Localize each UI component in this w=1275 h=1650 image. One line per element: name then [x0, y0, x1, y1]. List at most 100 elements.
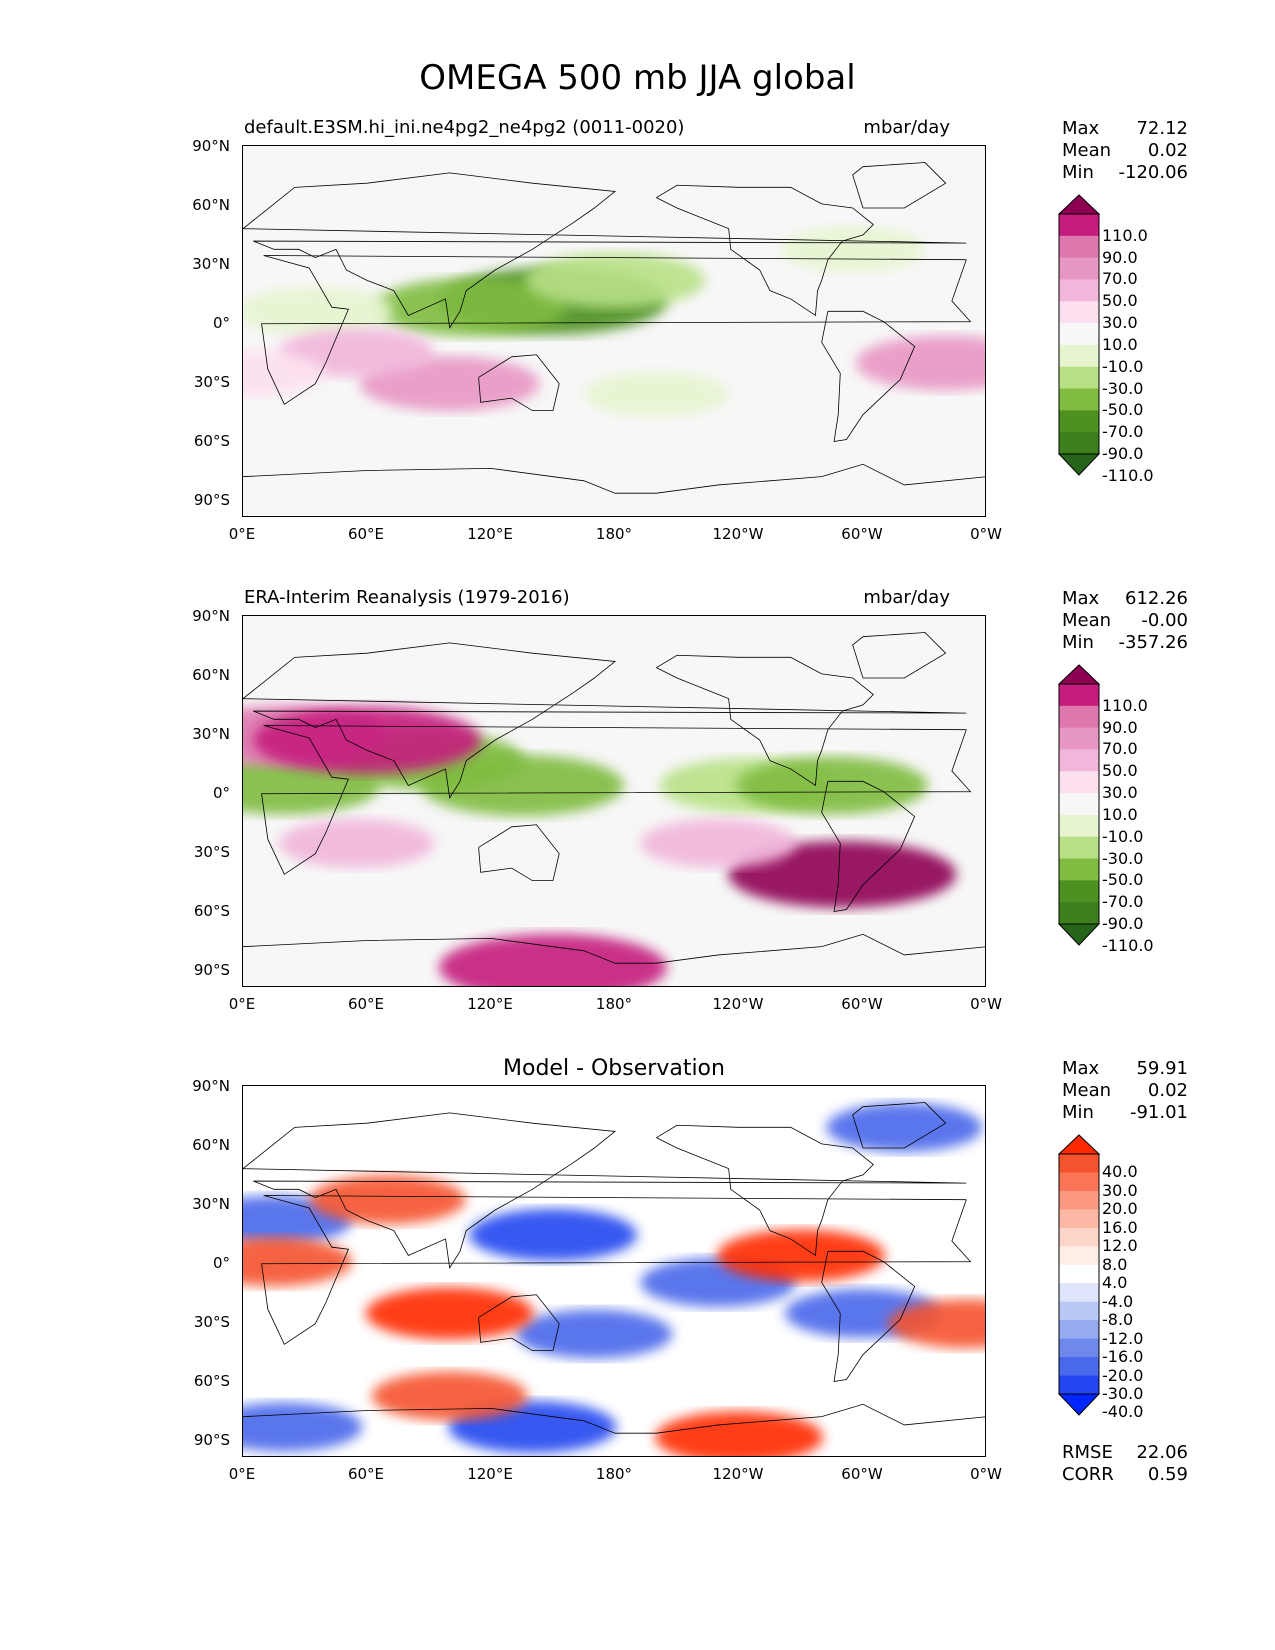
lat-tick: 60°N — [192, 196, 230, 214]
lon-tick: 0°E — [228, 1465, 256, 1483]
colorbar-swatch — [1059, 214, 1099, 237]
colorbar-swatch — [1059, 257, 1099, 280]
colorbar-swatch — [1059, 1246, 1099, 1266]
colorbar-swatch — [1059, 279, 1099, 302]
stat-row: Max 612.26 — [1062, 588, 1188, 610]
colorbar-swatch — [1059, 705, 1099, 729]
colorbar-label: 10.0 — [1102, 334, 1138, 354]
stat-value: -357.26 — [1118, 632, 1188, 653]
colorbar-label: 110.0 — [1102, 225, 1148, 245]
lat-tick: 60°N — [192, 1136, 230, 1154]
lon-tick: 120°W — [712, 995, 764, 1013]
colorbar-swatch — [1059, 1172, 1099, 1192]
coastline — [852, 1102, 947, 1149]
field-anomaly-blob — [374, 278, 567, 337]
colorbar-outline — [1058, 1153, 1100, 1395]
colorbar-swatch — [1059, 814, 1099, 838]
figure-title: OMEGA 500 mb JJA global — [419, 58, 856, 98]
map-obs-svg — [243, 616, 985, 986]
coastline — [243, 172, 967, 330]
coastline — [261, 255, 972, 405]
colorbar-swatch — [1059, 301, 1099, 324]
colorbar-label: 12.0 — [1102, 1236, 1138, 1256]
stat-value: -91.01 — [1129, 1102, 1188, 1123]
stat-key: Mean — [1062, 140, 1112, 161]
lat-tick: 60°S — [193, 432, 230, 450]
stats-diff-extra: RMSE 22.06 CORR 0.59 — [1062, 1442, 1188, 1486]
colorbar-swatch — [1059, 858, 1099, 881]
lat-tick: 60°S — [193, 1372, 230, 1390]
stat-key: Min — [1062, 632, 1094, 653]
colorbar-label: 20.0 — [1102, 1199, 1138, 1219]
colorbar-swatch — [1059, 366, 1099, 390]
coastline — [243, 642, 967, 800]
colorbar-label: -90.0 — [1102, 914, 1144, 933]
field-anomaly-blob — [243, 286, 394, 336]
stat-key: Mean — [1062, 1080, 1112, 1101]
field-anomaly-blob — [640, 818, 797, 868]
stats-obs: Max 612.26 Mean -0.00 Min -357.26 — [1062, 588, 1188, 654]
colorbar-extend-max — [1058, 664, 1101, 685]
field-anomaly-blob — [855, 335, 985, 391]
stat-value: 59.91 — [1136, 1058, 1188, 1079]
stat-key: Max — [1062, 1058, 1100, 1079]
field-anomaly-blob — [371, 1371, 528, 1421]
lon-tick: 60°E — [347, 1465, 385, 1483]
stat-value: 0.59 — [1147, 1464, 1188, 1485]
colorbar-swatch — [1059, 1283, 1099, 1303]
lat-tick: 60°S — [193, 902, 230, 920]
field-anomaly-blob — [584, 371, 729, 417]
colorbar-swatch — [1059, 388, 1099, 411]
colorbar-label: 90.0 — [1102, 247, 1138, 267]
coastline — [478, 354, 560, 411]
colorbar-extend-min — [1058, 453, 1101, 476]
colorbar-swatch — [1059, 323, 1099, 346]
stat-value: 72.12 — [1136, 118, 1188, 139]
colorbar-outline — [1058, 683, 1100, 925]
colorbar-label: -4.0 — [1102, 1291, 1134, 1311]
field-anomaly-blob — [439, 933, 667, 986]
colorbar-label: -10.0 — [1102, 356, 1144, 376]
lon-tick: 0°E — [228, 995, 256, 1013]
colorbar-swatch — [1059, 1301, 1099, 1321]
stat-value: 0.02 — [1147, 140, 1188, 161]
colorbar-label: -20.0 — [1102, 1365, 1144, 1385]
lat-tick: 90°S — [193, 961, 230, 979]
colorbar-swatch — [1059, 749, 1099, 772]
field-anomaly-blob — [888, 1299, 985, 1349]
lat-tick: 30°N — [192, 255, 230, 273]
colorbar-swatch — [1059, 410, 1099, 433]
stat-key: Mean — [1062, 610, 1112, 631]
colorbar-swatch — [1059, 1154, 1099, 1173]
colorbar-swatch — [1059, 344, 1099, 368]
colorbar-swatch — [1059, 880, 1099, 903]
colorbar-swatch — [1059, 1227, 1099, 1247]
coastline — [656, 654, 874, 787]
field-anomaly-blob — [243, 350, 326, 397]
stats-model: Max 72.12 Mean 0.02 Min -120.06 — [1062, 118, 1188, 184]
lat-tick: 90°S — [193, 491, 230, 509]
stat-key: RMSE — [1062, 1442, 1113, 1463]
field-anomaly-blob — [525, 252, 705, 308]
lon-tick: 120°E — [467, 995, 513, 1013]
lat-tick: 90°N — [192, 137, 230, 155]
lat-tick: 30°S — [193, 1313, 230, 1331]
coastline — [821, 1250, 916, 1383]
panel-title-model: default.E3SM.hi_ini.ne4pg2_ne4pg2 (0011-… — [244, 117, 685, 138]
colorbar-label: -40.0 — [1102, 1402, 1144, 1422]
colorbar-swatch — [1059, 235, 1099, 259]
lon-tick: 180° — [595, 995, 633, 1013]
colorbar-label: 70.0 — [1102, 269, 1138, 289]
lon-tick: 120°W — [712, 525, 764, 543]
colorbar-swatch — [1059, 1264, 1099, 1284]
field-anomaly-blob — [780, 226, 925, 273]
coastline — [852, 632, 947, 679]
colorbar-label: -110.0 — [1102, 465, 1154, 485]
colorbar-swatch — [1059, 1190, 1099, 1210]
coastline — [852, 162, 947, 209]
stat-row: Min -91.01 — [1062, 1102, 1188, 1124]
colorbar-label: -110.0 — [1102, 935, 1154, 955]
colorbar-swatch — [1059, 902, 1099, 925]
colorbar-label: -10.0 — [1102, 826, 1144, 846]
colorbar-swatch — [1059, 793, 1099, 816]
